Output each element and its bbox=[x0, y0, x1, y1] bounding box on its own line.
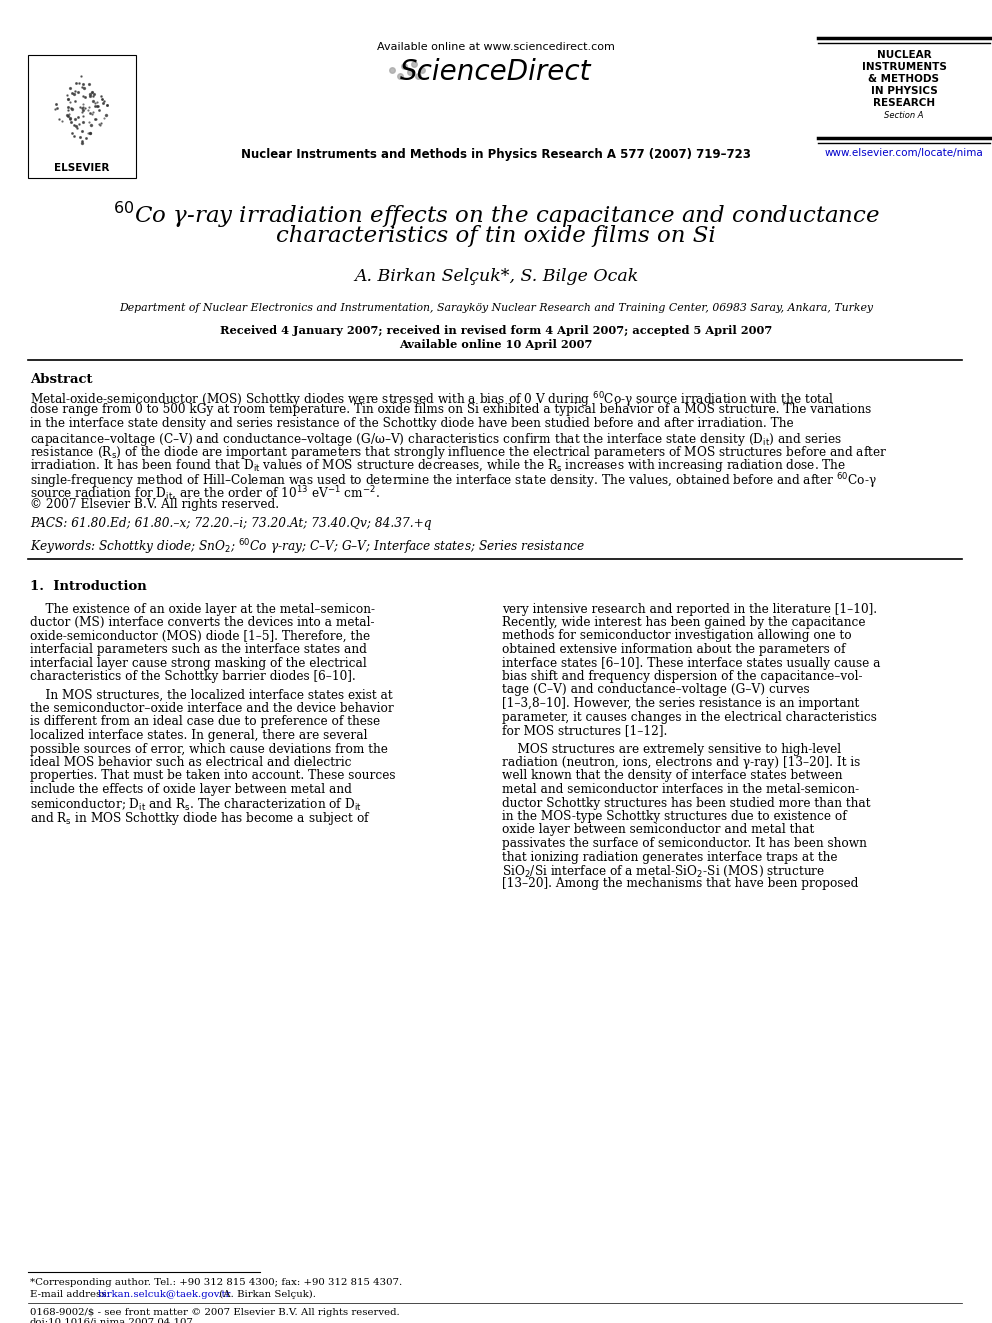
Text: obtained extensive information about the parameters of: obtained extensive information about the… bbox=[502, 643, 845, 656]
Text: tage (C–V) and conductance–voltage (G–V) curves: tage (C–V) and conductance–voltage (G–V)… bbox=[502, 684, 809, 696]
Text: in the interface state density and series resistance of the Schottky diode have : in the interface state density and serie… bbox=[30, 417, 794, 430]
Text: radiation (neutron, ions, electrons and γ-ray) [13–20]. It is: radiation (neutron, ions, electrons and … bbox=[502, 755, 860, 769]
Text: Recently, wide interest has been gained by the capacitance: Recently, wide interest has been gained … bbox=[502, 617, 865, 628]
Text: source radiation for D$_{\mathrm{it}}$, are the order of 10$^{13}$ eV$^{-1}$ cm$: source radiation for D$_{\mathrm{it}}$, … bbox=[30, 484, 380, 503]
Text: doi:10.1016/j.nima.2007.04.107: doi:10.1016/j.nima.2007.04.107 bbox=[30, 1318, 193, 1323]
Text: In MOS structures, the localized interface states exist at: In MOS structures, the localized interfa… bbox=[30, 688, 393, 701]
Text: resistance (R$_{\mathrm{s}}$) of the diode are important parameters that strongl: resistance (R$_{\mathrm{s}}$) of the dio… bbox=[30, 445, 888, 460]
Text: Available online 10 April 2007: Available online 10 April 2007 bbox=[400, 339, 592, 351]
Text: ideal MOS behavior such as electrical and dielectric: ideal MOS behavior such as electrical an… bbox=[30, 755, 351, 769]
Text: ScienceDirect: ScienceDirect bbox=[400, 58, 592, 86]
Text: Abstract: Abstract bbox=[30, 373, 92, 386]
Text: [1–3,8–10]. However, the series resistance is an important: [1–3,8–10]. However, the series resistan… bbox=[502, 697, 859, 710]
Text: properties. That must be taken into account. These sources: properties. That must be taken into acco… bbox=[30, 770, 396, 782]
Text: Received 4 January 2007; received in revised form 4 April 2007; accepted 5 April: Received 4 January 2007; received in rev… bbox=[220, 325, 772, 336]
Text: SiO$_2$/Si interface of a metal-SiO$_2$-Si (MOS) structure: SiO$_2$/Si interface of a metal-SiO$_2$-… bbox=[502, 864, 825, 880]
Text: NUCLEAR: NUCLEAR bbox=[877, 50, 931, 60]
Text: that ionizing radiation generates interface traps at the: that ionizing radiation generates interf… bbox=[502, 851, 837, 864]
Text: INSTRUMENTS: INSTRUMENTS bbox=[862, 62, 946, 71]
Text: A. Birkan Selçuk*, S. Bilge Ocak: A. Birkan Selçuk*, S. Bilge Ocak bbox=[354, 269, 638, 284]
Text: capacitance–voltage (C–V) and conductance–voltage (G/ω–V) characteristics confir: capacitance–voltage (C–V) and conductanc… bbox=[30, 430, 842, 447]
Text: & METHODS: & METHODS bbox=[869, 74, 939, 83]
Text: PACS: 61.80.Ed; 61.80.–x; 72.20.–i; 73.20.At; 73.40.Qv; 84.37.+q: PACS: 61.80.Ed; 61.80.–x; 72.20.–i; 73.2… bbox=[30, 517, 432, 531]
Text: in the MOS-type Schottky structures due to existence of: in the MOS-type Schottky structures due … bbox=[502, 810, 847, 823]
Text: characteristics of the Schottky barrier diodes [6–10].: characteristics of the Schottky barrier … bbox=[30, 669, 356, 683]
Text: Keywords: Schottky diode; SnO$_2$; $^{60}$Co γ-ray; C–V; G–V; Interface states; : Keywords: Schottky diode; SnO$_2$; $^{60… bbox=[30, 537, 585, 557]
Text: oxide-semiconductor (MOS) diode [1–5]. Therefore, the: oxide-semiconductor (MOS) diode [1–5]. T… bbox=[30, 630, 370, 643]
Text: localized interface states. In general, there are several: localized interface states. In general, … bbox=[30, 729, 367, 742]
Text: Available online at www.sciencedirect.com: Available online at www.sciencedirect.co… bbox=[377, 42, 615, 52]
Text: 1.  Introduction: 1. Introduction bbox=[30, 581, 147, 594]
Text: include the effects of oxide layer between metal and: include the effects of oxide layer betwe… bbox=[30, 783, 352, 796]
Text: and R$_{\mathrm{s}}$ in MOS Schottky diode has become a subject of: and R$_{\mathrm{s}}$ in MOS Schottky dio… bbox=[30, 810, 371, 827]
Text: characteristics of tin oxide films on Si: characteristics of tin oxide films on Si bbox=[276, 225, 716, 247]
Text: very intensive research and reported in the literature [1–10].: very intensive research and reported in … bbox=[502, 602, 877, 615]
Text: birkan.selcuk@taek.gov.tr: birkan.selcuk@taek.gov.tr bbox=[98, 1290, 231, 1299]
Text: possible sources of error, which cause deviations from the: possible sources of error, which cause d… bbox=[30, 742, 388, 755]
Text: © 2007 Elsevier B.V. All rights reserved.: © 2007 Elsevier B.V. All rights reserved… bbox=[30, 497, 279, 511]
Text: bias shift and frequency dispersion of the capacitance–vol-: bias shift and frequency dispersion of t… bbox=[502, 669, 862, 683]
Text: ELSEVIER: ELSEVIER bbox=[55, 163, 110, 173]
Text: semiconductor; D$_{\mathrm{it}}$ and R$_{\mathrm{s}}$. The characterization of D: semiconductor; D$_{\mathrm{it}}$ and R$_… bbox=[30, 796, 362, 812]
Text: the semiconductor–oxide interface and the device behavior: the semiconductor–oxide interface and th… bbox=[30, 703, 394, 714]
Text: The existence of an oxide layer at the metal–semicon-: The existence of an oxide layer at the m… bbox=[30, 602, 375, 615]
Text: passivates the surface of semiconductor. It has been shown: passivates the surface of semiconductor.… bbox=[502, 837, 867, 849]
Text: E-mail address:: E-mail address: bbox=[30, 1290, 113, 1299]
Text: irradiation. It has been found that D$_{\mathrm{it}}$ values of MOS structure de: irradiation. It has been found that D$_{… bbox=[30, 458, 846, 475]
Text: $^{60}$Co γ-ray irradiation effects on the capacitance and conductance: $^{60}$Co γ-ray irradiation effects on t… bbox=[112, 200, 880, 230]
Text: RESEARCH: RESEARCH bbox=[873, 98, 935, 108]
Text: 0168-9002/$ - see front matter © 2007 Elsevier B.V. All rights reserved.: 0168-9002/$ - see front matter © 2007 El… bbox=[30, 1308, 400, 1316]
Text: interfacial layer cause strong masking of the electrical: interfacial layer cause strong masking o… bbox=[30, 656, 367, 669]
Text: Nuclear Instruments and Methods in Physics Research A 577 (2007) 719–723: Nuclear Instruments and Methods in Physi… bbox=[241, 148, 751, 161]
Text: ductor Schottky structures has been studied more than that: ductor Schottky structures has been stud… bbox=[502, 796, 871, 810]
Text: well known that the density of interface states between: well known that the density of interface… bbox=[502, 770, 842, 782]
Text: *Corresponding author. Tel.: +90 312 815 4300; fax: +90 312 815 4307.: *Corresponding author. Tel.: +90 312 815… bbox=[30, 1278, 402, 1287]
Text: single-frequency method of Hill–Coleman was used to determine the interface stat: single-frequency method of Hill–Coleman … bbox=[30, 471, 877, 491]
Text: MOS structures are extremely sensitive to high-level: MOS structures are extremely sensitive t… bbox=[502, 742, 841, 755]
Text: oxide layer between semiconductor and metal that: oxide layer between semiconductor and me… bbox=[502, 823, 814, 836]
Text: Section A: Section A bbox=[884, 111, 924, 120]
Text: www.elsevier.com/locate/nima: www.elsevier.com/locate/nima bbox=[824, 148, 983, 157]
Bar bbox=[28, 56, 136, 179]
Text: interface states [6–10]. These interface states usually cause a: interface states [6–10]. These interface… bbox=[502, 656, 881, 669]
Text: is different from an ideal case due to preference of these: is different from an ideal case due to p… bbox=[30, 716, 380, 729]
Text: metal and semiconductor interfaces in the metal-semicon-: metal and semiconductor interfaces in th… bbox=[502, 783, 859, 796]
Text: IN PHYSICS: IN PHYSICS bbox=[871, 86, 937, 97]
Text: (A. Birkan Selçuk).: (A. Birkan Selçuk). bbox=[216, 1290, 316, 1299]
Text: Department of Nuclear Electronics and Instrumentation, Sarayköy Nuclear Research: Department of Nuclear Electronics and In… bbox=[119, 303, 873, 314]
Text: [13–20]. Among the mechanisms that have been proposed: [13–20]. Among the mechanisms that have … bbox=[502, 877, 858, 890]
Text: interfacial parameters such as the interface states and: interfacial parameters such as the inter… bbox=[30, 643, 367, 656]
Text: dose range from 0 to 500 kGy at room temperature. Tin oxide films on Si exhibite: dose range from 0 to 500 kGy at room tem… bbox=[30, 404, 871, 417]
Text: ductor (MS) interface converts the devices into a metal-: ductor (MS) interface converts the devic… bbox=[30, 617, 375, 628]
Text: Metal-oxide-semiconductor (MOS) Schottky diodes were stressed with a bias of 0 V: Metal-oxide-semiconductor (MOS) Schottky… bbox=[30, 390, 834, 410]
Text: parameter, it causes changes in the electrical characteristics: parameter, it causes changes in the elec… bbox=[502, 710, 877, 724]
Text: for MOS structures [1–12].: for MOS structures [1–12]. bbox=[502, 724, 668, 737]
Text: methods for semiconductor investigation allowing one to: methods for semiconductor investigation … bbox=[502, 630, 851, 643]
